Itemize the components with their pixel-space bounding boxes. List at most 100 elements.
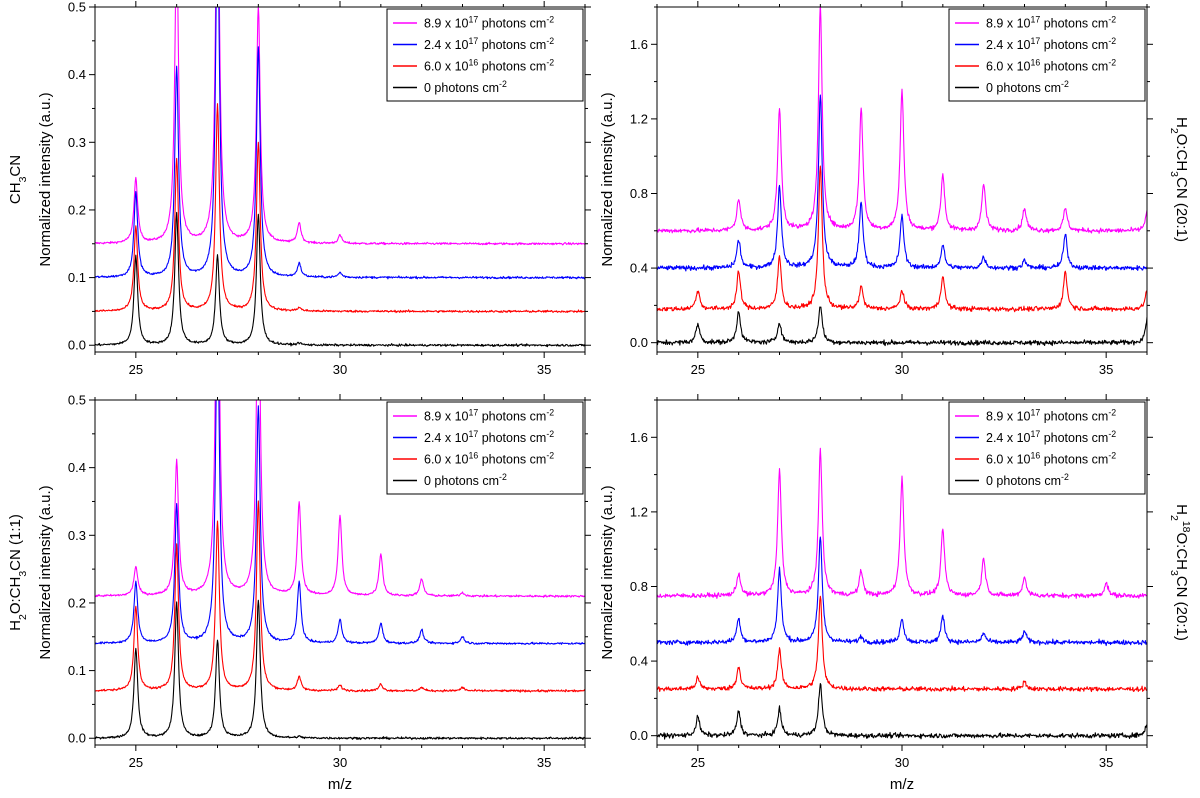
- sample-label-part: 2: [1168, 515, 1180, 521]
- legend-entry-part: -2: [1108, 58, 1116, 68]
- y-tick-label: 0.3: [68, 528, 86, 543]
- sample-label-part: O:CH: [1173, 533, 1190, 571]
- legend-entry-part: 16: [1030, 58, 1040, 68]
- series-line-3: [657, 306, 1147, 347]
- legend-entry-part: photons cm: [478, 431, 546, 445]
- legend-entry-part: photons cm: [1040, 60, 1108, 74]
- sample-label-part: CN (20:1): [1173, 576, 1190, 641]
- sample-label-part: H: [1173, 117, 1190, 128]
- legend-entry-part: 17: [1030, 429, 1040, 439]
- y-tick-label: 0.0: [68, 338, 86, 353]
- legend: 8.9 x 1017 photons cm-22.4 x 1017 photon…: [386, 8, 584, 102]
- legend-entry-part: 2.4 x 10: [424, 431, 469, 445]
- x-tick-label: 35: [1099, 755, 1113, 770]
- legend-entry-part: 2.4 x 10: [986, 38, 1031, 52]
- y-tick-label: 0.2: [68, 202, 86, 217]
- y-tick-label: 0.0: [630, 335, 648, 350]
- legend: 8.9 x 1017 photons cm-22.4 x 1017 photon…: [948, 8, 1146, 102]
- series-line-0: [657, 7, 1147, 234]
- legend-entry-part: 8.9 x 10: [424, 410, 469, 424]
- sample-label-part: CN (1:1): [7, 514, 24, 571]
- sample-label-part: H: [1173, 504, 1190, 515]
- legend-entry: 6.0 x 1016 photons cm-2: [424, 58, 554, 74]
- legend-entry-part: 16: [468, 451, 478, 461]
- series-line-1: [95, 400, 585, 646]
- x-tick-label: 35: [1099, 362, 1113, 377]
- legend-entry: 2.4 x 1017 photons cm-2: [424, 429, 554, 445]
- legend-entry-part: -2: [1061, 472, 1069, 482]
- sample-label-part: 2: [17, 614, 29, 620]
- y-tick-label: 0.8: [630, 186, 648, 201]
- legend-entry-part: photons cm: [1040, 410, 1108, 424]
- y-tick-label: 1.6: [630, 37, 648, 52]
- y-axis-label: Normalized intensity (a.u.): [599, 92, 616, 266]
- sample-label: H2O:CH3CN (20:1): [1168, 117, 1190, 242]
- legend-entry-part: 16: [468, 58, 478, 68]
- legend-entry-part: 2.4 x 10: [986, 431, 1031, 445]
- legend-entry-part: -2: [1108, 36, 1116, 46]
- legend-entry-part: 8.9 x 10: [986, 17, 1031, 31]
- legend-entry-part: 17: [468, 429, 478, 439]
- legend-entry-part: 6.0 x 10: [986, 60, 1031, 74]
- legend-entry-part: 6.0 x 10: [424, 453, 469, 467]
- legend-entry-part: -2: [1108, 15, 1116, 25]
- x-tick-label: 25: [691, 755, 705, 770]
- legend-entry: 6.0 x 1016 photons cm-2: [986, 58, 1116, 74]
- panel-bottom-left: 25 30 35 0.0 0.1 0.2 0.3 0.4 0.5 Normalized inten…: [7, 393, 591, 793]
- legend-entry-part: 17: [1030, 36, 1040, 46]
- legend-entry-part: 17: [1030, 15, 1040, 25]
- legend-entry-part: 6.0 x 10: [424, 60, 469, 74]
- y-tick-label: 0.1: [68, 270, 86, 285]
- y-tick-label: 0.5: [68, 393, 86, 408]
- legend-entry-part: photons cm: [478, 410, 546, 424]
- legend-entry-part: photons cm: [1040, 38, 1108, 52]
- y-tick-label: 0.5: [68, 0, 86, 15]
- sample-label: CH3CN: [7, 155, 29, 204]
- panel-top-left: 25 30 35 0.0 0.1 0.2 0.3 0.4 0.5 Normalized inten…: [7, 0, 591, 377]
- legend-entry-part: 17: [468, 15, 478, 25]
- sample-label-part: CN: [7, 155, 24, 177]
- sample-label-part: 2: [1168, 128, 1180, 134]
- panel-top-right: 25 30 35 0.0 0.4 0.8 1.2 1.6 Normalized intensit…: [599, 1, 1190, 377]
- x-tick-label: 30: [895, 755, 909, 770]
- series-line-2: [657, 595, 1147, 693]
- sample-label-part: O:CH: [7, 577, 24, 615]
- x-tick-label: 30: [333, 755, 347, 770]
- series-line-2: [657, 165, 1147, 313]
- legend-entry-part: -2: [546, 451, 554, 461]
- y-tick-label: 0.8: [630, 579, 648, 594]
- legend-box: [386, 8, 584, 102]
- legend-entry-part: 2.4 x 10: [424, 38, 469, 52]
- legend-entry-part: -2: [499, 79, 507, 89]
- series-line-3: [657, 683, 1147, 740]
- legend-entry-part: 0 photons cm: [424, 81, 499, 95]
- legend-entry-part: -2: [1108, 451, 1116, 461]
- legend-entry: 2.4 x 1017 photons cm-2: [424, 36, 554, 52]
- y-axis-label: Normalized intensity (a.u.): [37, 485, 54, 659]
- y-tick-label: 0.4: [68, 460, 86, 475]
- legend-entry-part: -2: [546, 15, 554, 25]
- sample-label: H2O:CH3CN (1:1): [7, 514, 29, 631]
- legend-entry: 6.0 x 1016 photons cm-2: [424, 451, 554, 467]
- y-tick-label: 0.3: [68, 135, 86, 150]
- legend-entry: 2.4 x 1017 photons cm-2: [986, 429, 1116, 445]
- y-tick-label: 1.6: [630, 430, 648, 445]
- legend-entry-part: 8.9 x 10: [986, 410, 1031, 424]
- y-tick-label: 0.0: [68, 731, 86, 746]
- sample-label-part: O:CH: [1173, 134, 1190, 172]
- legend-entry-part: 17: [1030, 408, 1040, 418]
- series-line-2: [95, 500, 585, 693]
- legend-entry-part: photons cm: [1040, 453, 1108, 467]
- legend-entry-part: photons cm: [478, 60, 546, 74]
- y-axis-label: Normalized intensity (a.u.): [599, 485, 616, 659]
- sample-label-part: 3: [17, 571, 29, 577]
- y-tick-label: 0.1: [68, 663, 86, 678]
- series-line-2: [95, 103, 585, 314]
- legend-entry-part: photons cm: [1040, 431, 1108, 445]
- legend-entry-part: -2: [1108, 408, 1116, 418]
- legend-entry: 6.0 x 1016 photons cm-2: [986, 451, 1116, 467]
- legend-entry-part: photons cm: [478, 38, 546, 52]
- legend-entry: 8.9 x 1017 photons cm-2: [986, 408, 1116, 424]
- y-tick-label: 0.4: [630, 261, 648, 276]
- y-tick-label: 0.0: [630, 728, 648, 743]
